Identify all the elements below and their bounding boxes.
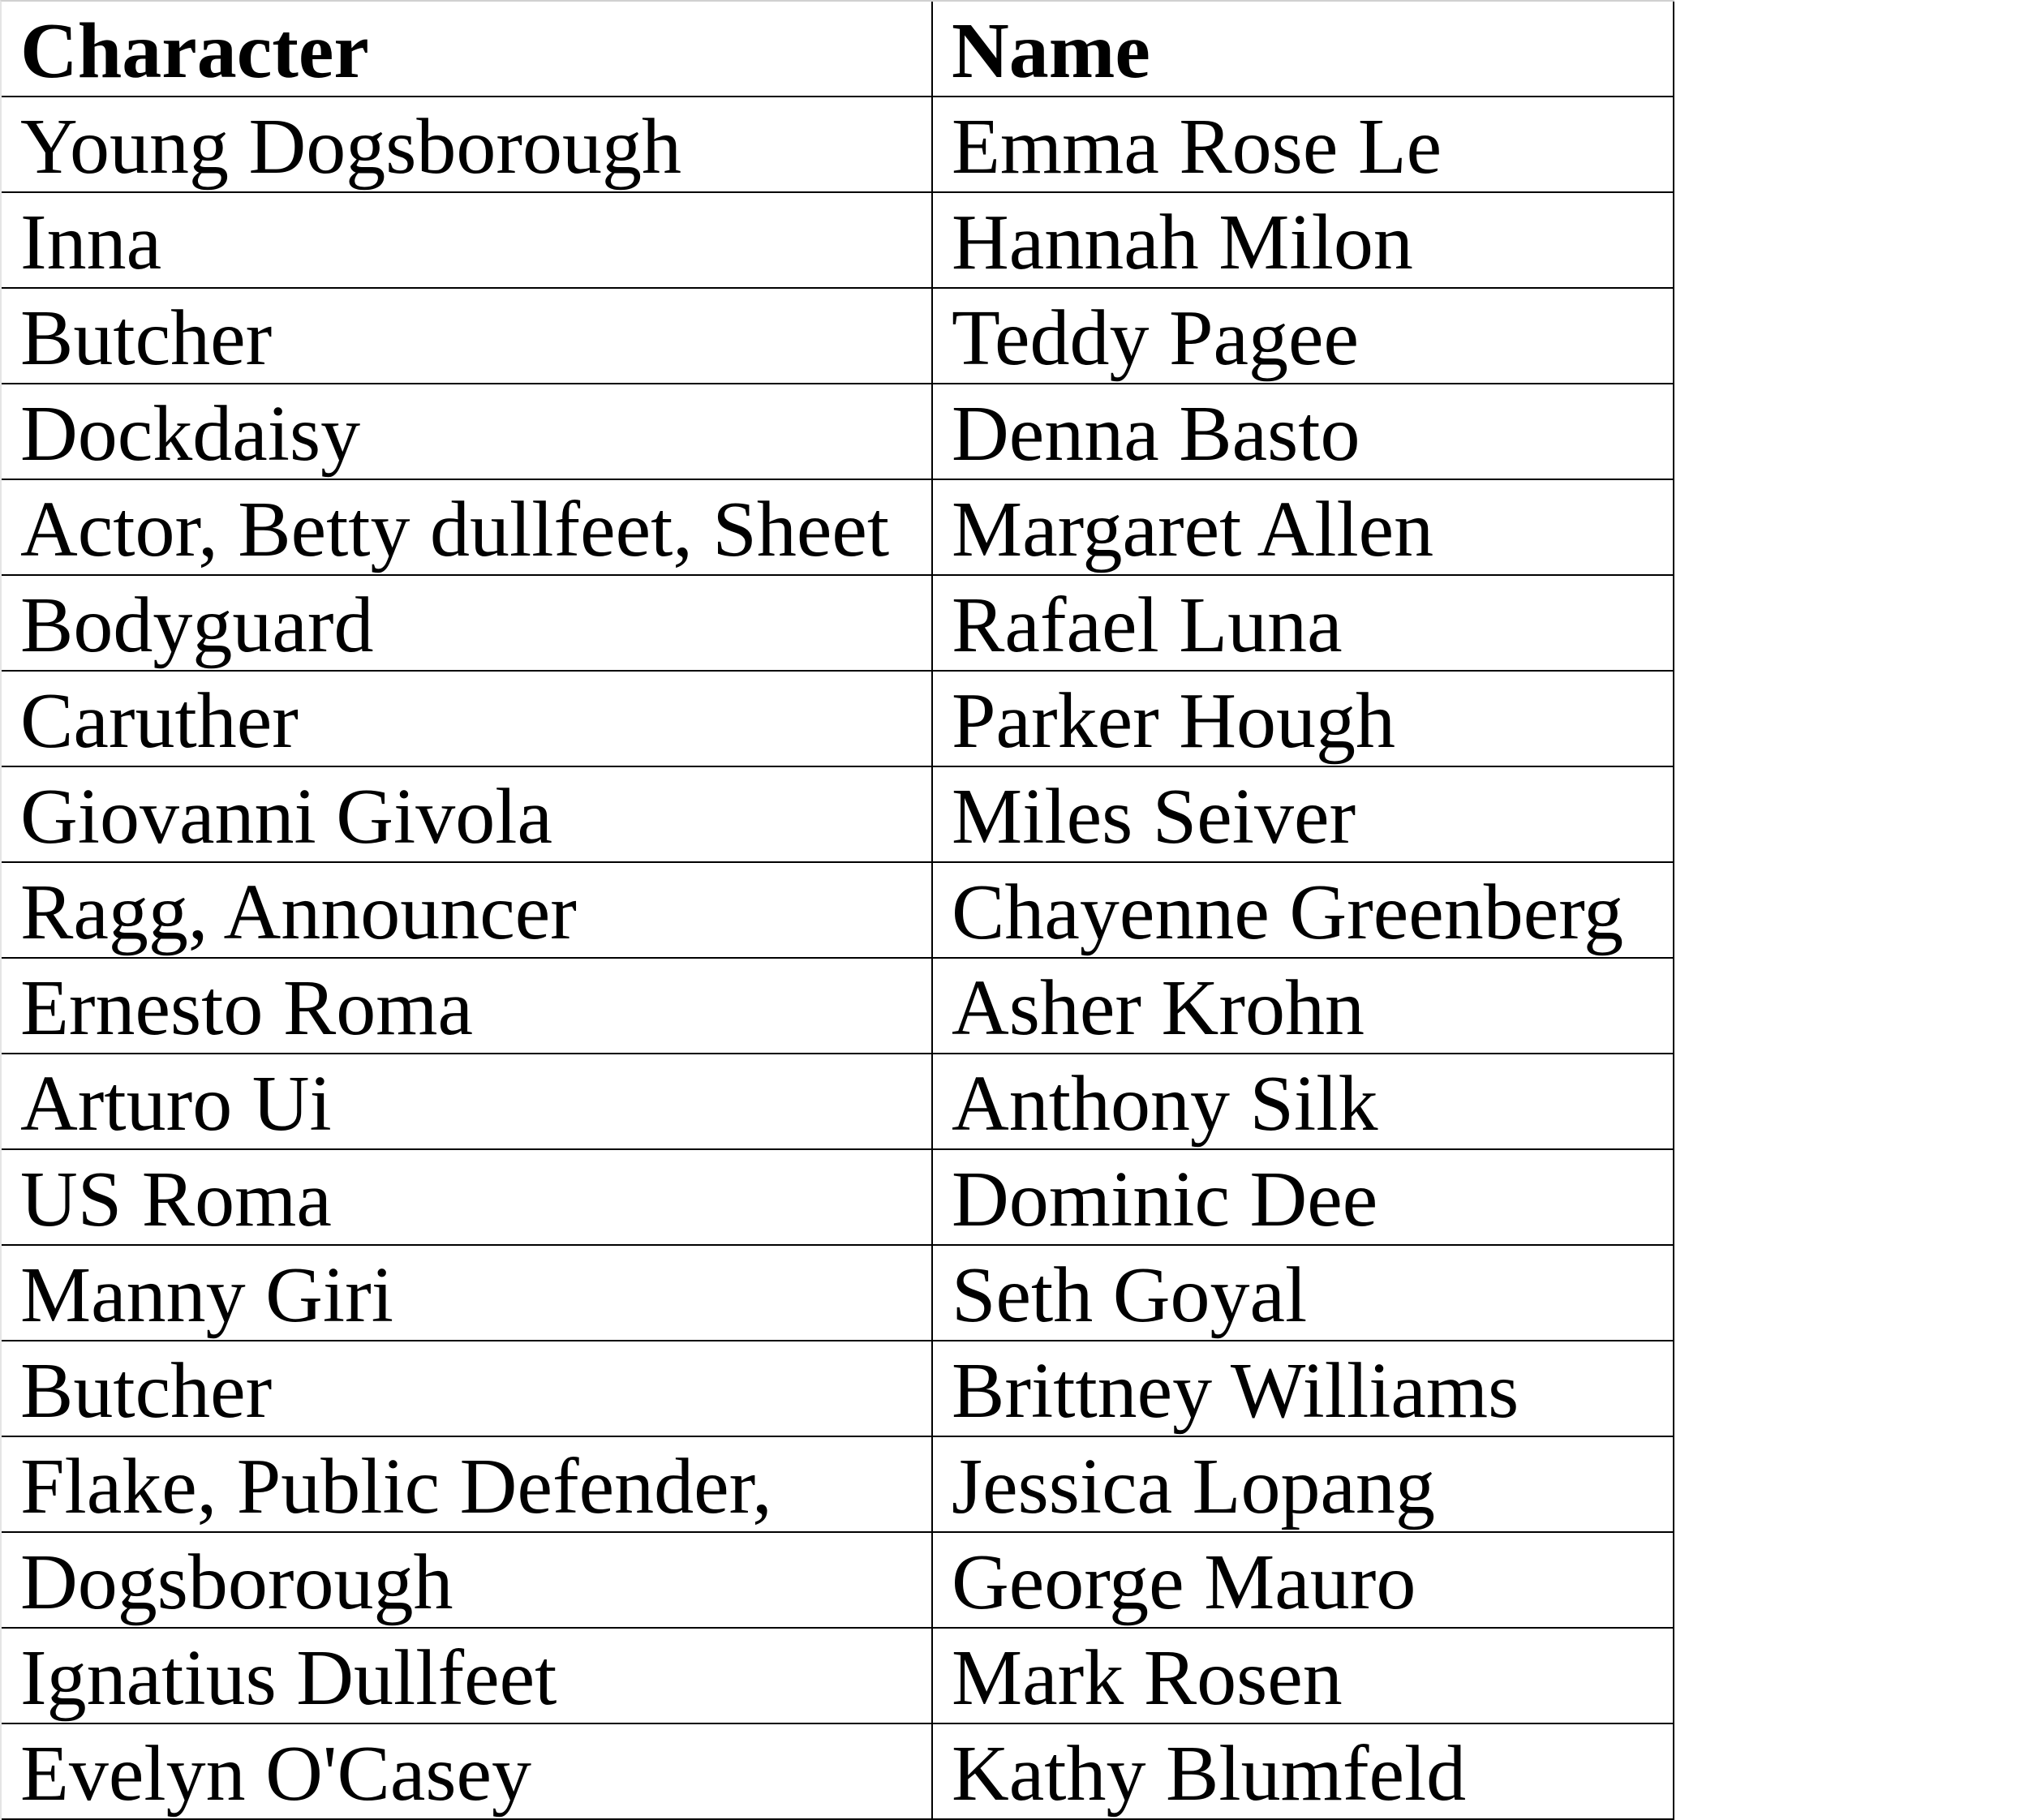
table-row: Manny Giri Seth Goyal [2,1246,1674,1341]
table-row: Ragg, Announcer Chayenne Greenberg [2,863,1674,959]
name-cell: Anthony Silk [933,1054,1674,1150]
table-row: Ignatius Dullfeet Mark Rosen [2,1629,1674,1724]
table-row: Evelyn O'Casey Kathy Blumfeld [2,1724,1674,1820]
name-cell: Dominic Dee [933,1150,1674,1246]
character-cell: Ragg, Announcer [2,863,933,959]
character-cell: Dogsborough [2,1533,933,1629]
table-row: Giovanni Givola Miles Seiver [2,767,1674,863]
character-cell: Young Dogsborough [2,97,933,193]
table-row: US Roma Dominic Dee [2,1150,1674,1246]
header-row: Character Name [2,2,1674,97]
name-cell: Hannah Milon [933,193,1674,289]
character-cell: Ernesto Roma [2,959,933,1054]
character-cell: Giovanni Givola [2,767,933,863]
cast-table: Character Name Young Dogsborough Emma Ros… [0,0,1674,1820]
name-cell: Jessica Lopang [933,1437,1674,1533]
name-cell: George Mauro [933,1533,1674,1629]
name-cell: Rafael Luna [933,576,1674,672]
name-cell: Seth Goyal [933,1246,1674,1341]
table-row: Dogsborough George Mauro [2,1533,1674,1629]
character-cell: Ignatius Dullfeet [2,1629,933,1724]
table-row: Dockdaisy Denna Basto [2,384,1674,480]
name-cell: Mark Rosen [933,1629,1674,1724]
name-cell: Brittney Williams [933,1341,1674,1437]
table-row: Actor, Betty dullfeet, Sheet Margaret All… [2,480,1674,576]
character-cell: Butcher [2,289,933,384]
character-cell: Flake, Public Defender, [2,1437,933,1533]
name-cell: Teddy Pagee [933,289,1674,384]
name-cell: Miles Seiver [933,767,1674,863]
character-cell: Butcher [2,1341,933,1437]
name-cell: Margaret Allen [933,480,1674,576]
character-cell: US Roma [2,1150,933,1246]
table-row: Caruther Parker Hough [2,672,1674,767]
column-header-character: Character [2,2,933,97]
character-cell: Evelyn O'Casey [2,1724,933,1820]
character-cell: Manny Giri [2,1246,933,1341]
table-row: Butcher Brittney Williams [2,1341,1674,1437]
name-cell: Parker Hough [933,672,1674,767]
character-cell: Actor, Betty dullfeet, Sheet [2,480,933,576]
table-row: Flake, Public Defender, Jessica Lopang [2,1437,1674,1533]
table-row: Bodyguard Rafael Luna [2,576,1674,672]
column-header-name: Name [933,2,1674,97]
name-cell: Asher Krohn [933,959,1674,1054]
table-row: Arturo Ui Anthony Silk [2,1054,1674,1150]
name-cell: Emma Rose Le [933,97,1674,193]
name-cell: Kathy Blumfeld [933,1724,1674,1820]
character-cell: Arturo Ui [2,1054,933,1150]
character-cell: Bodyguard [2,576,933,672]
character-cell: Dockdaisy [2,384,933,480]
character-cell: Caruther [2,672,933,767]
name-cell: Denna Basto [933,384,1674,480]
table-row: Inna Hannah Milon [2,193,1674,289]
table-row: Ernesto Roma Asher Krohn [2,959,1674,1054]
table-row: Butcher Teddy Pagee [2,289,1674,384]
table-row: Young Dogsborough Emma Rose Le [2,97,1674,193]
character-cell: Inna [2,193,933,289]
name-cell: Chayenne Greenberg [933,863,1674,959]
